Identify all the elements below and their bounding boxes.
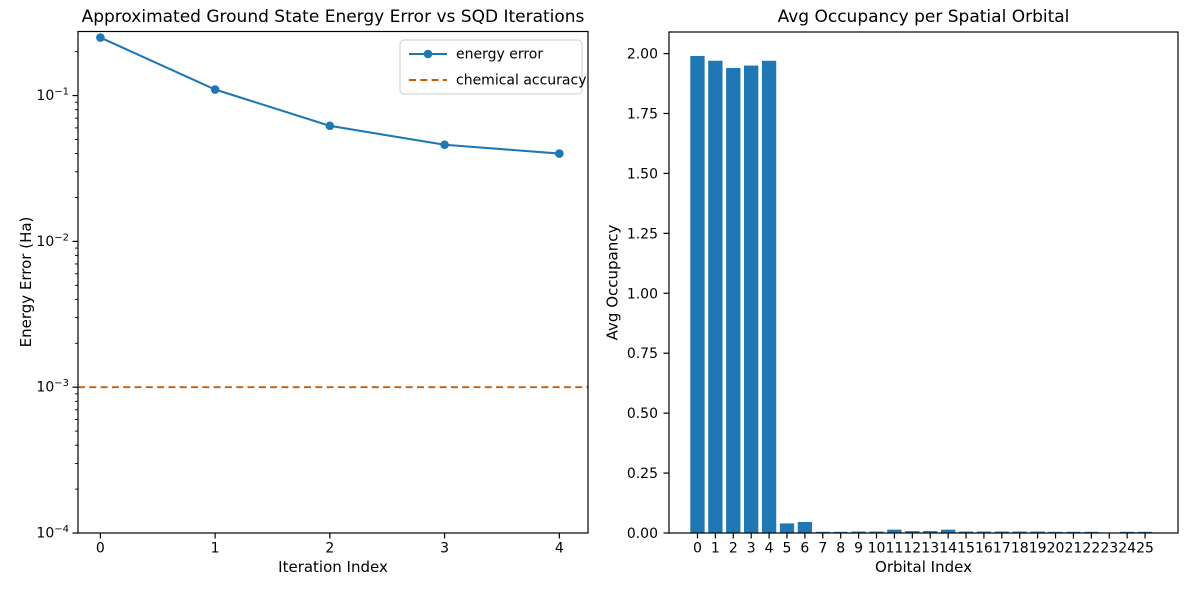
x-tick-label: 0 [96,541,105,557]
x-tick-label: 7 [818,541,827,557]
x-tick-label: 21 [1065,541,1083,557]
x-tick-label: 8 [836,541,845,557]
energy-error-point [555,149,564,158]
y-tick-label: 10−4 [36,524,69,542]
left-plot-title: Approximated Ground State Energy Error v… [82,7,585,27]
y-tick-label: 10−3 [36,378,69,396]
x-tick-label: 5 [783,541,792,557]
occupancy-bar [744,66,758,533]
x-tick-label: 15 [957,541,975,557]
occupancy-bar [726,68,740,533]
x-tick-label: 3 [747,541,756,557]
y-tick-label: 0.75 [627,346,658,362]
x-tick-label: 13 [921,541,939,557]
right-ylabel: Avg Occupancy [604,225,622,341]
y-tick-label: 10−2 [36,232,69,250]
right-plot-title: Avg Occupancy per Spatial Orbital [778,7,1070,27]
occupancy-bar [780,523,794,533]
energy-error-plot: Approximated Ground State Energy Error v… [17,7,588,576]
y-tick-label: 2.00 [627,47,658,63]
left-x-axis-ticks: 0 1 2 3 4 [96,533,564,557]
occupancy-bar [762,61,776,533]
legend-energy-error-label: energy error [456,47,543,63]
x-tick-label: 23 [1100,541,1118,557]
legend-energy-error-marker [424,50,433,59]
occupancy-bar [690,56,704,533]
energy-error-point [211,85,220,94]
right-y-axis-ticks: 0.00 0.25 0.50 0.75 1.00 1.25 1.50 1.75 2.00 [627,47,669,542]
x-tick-label: 10 [868,541,886,557]
y-tick-label: 1.50 [627,166,658,182]
x-tick-label: 6 [800,541,809,557]
left-y-axis-ticks: 10−1 10−2 10−3 10−4 [36,52,78,542]
energy-error-point [326,122,335,131]
occupancy-bar [798,522,812,533]
x-tick-label: 22 [1082,541,1100,557]
x-tick-label: 20 [1047,541,1065,557]
x-tick-label: 4 [765,541,774,557]
x-tick-label: 25 [1136,541,1154,557]
left-axes-frame [78,32,588,534]
x-tick-label: 1 [211,541,220,557]
y-tick-label: 1.00 [627,286,658,302]
y-tick-label: 0.00 [627,526,658,542]
x-tick-label: 2 [325,541,334,557]
y-tick-label: 10−1 [36,87,69,105]
occupancy-bar [708,61,722,533]
x-tick-label: 12 [903,541,921,557]
x-tick-label: 16 [975,541,993,557]
x-tick-label: 18 [1011,541,1029,557]
y-tick-label: 0.50 [627,406,658,422]
x-tick-label: 1 [711,541,720,557]
x-tick-label: 19 [1029,541,1047,557]
x-tick-label: 24 [1118,541,1136,557]
x-tick-label: 4 [555,541,564,557]
x-tick-label: 17 [993,541,1011,557]
x-tick-label: 14 [939,541,957,557]
x-tick-label: 2 [729,541,738,557]
x-tick-label: 0 [693,541,702,557]
right-xlabel: Orbital Index [875,558,972,576]
left-xlabel: Iteration Index [278,558,388,576]
energy-error-point [96,33,105,42]
legend-chemical-accuracy-label: chemical accuracy [456,73,587,89]
left-ylabel: Energy Error (Ha) [17,217,35,348]
x-tick-label: 11 [885,541,903,557]
y-tick-label: 1.75 [627,107,658,123]
y-tick-label: 0.25 [627,466,658,482]
energy-error-point [440,140,449,149]
legend: energy error chemical accuracy [400,40,587,94]
occupancy-bars [690,56,1152,533]
occupancy-bar-plot: Avg Occupancy per Spatial Orbital 0.000.… [604,7,1179,576]
y-tick-label: 1.25 [627,226,658,242]
x-tick-label: 3 [440,541,449,557]
x-tick-label: 9 [854,541,863,557]
